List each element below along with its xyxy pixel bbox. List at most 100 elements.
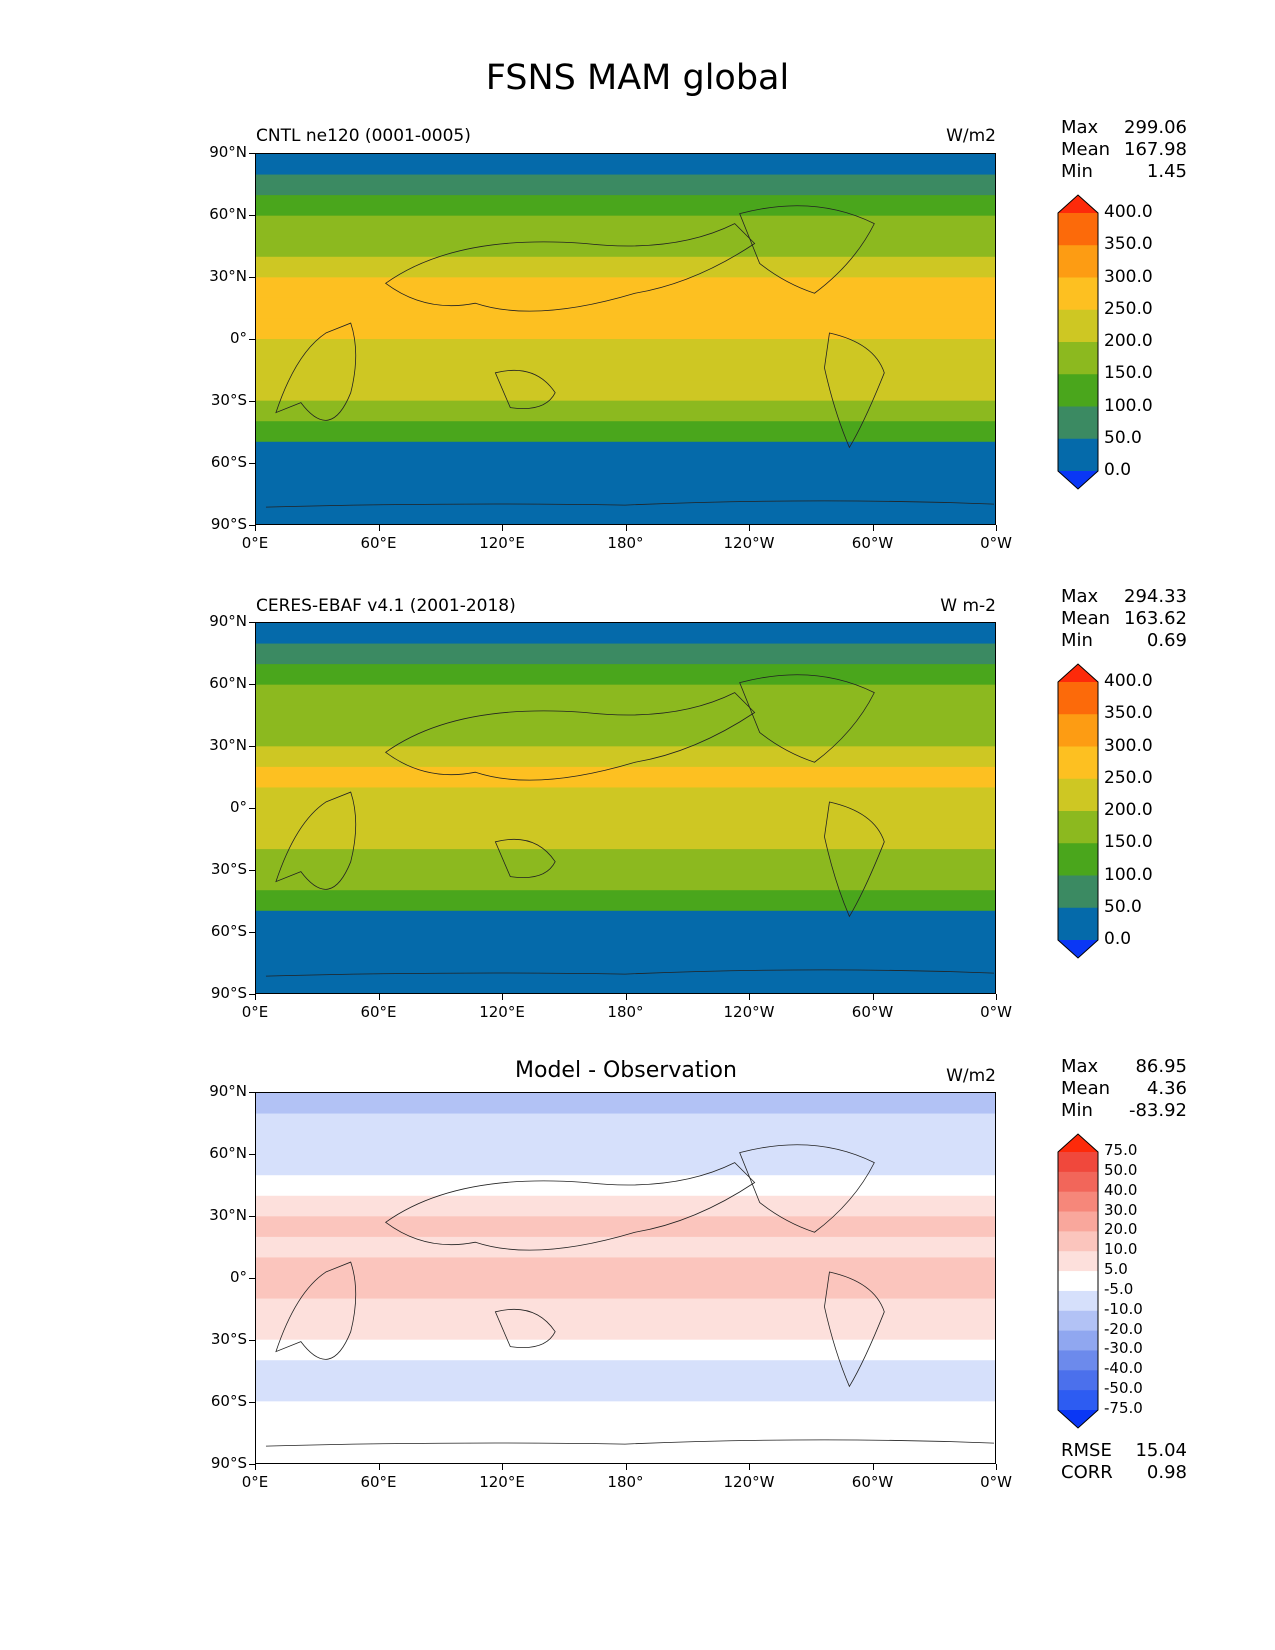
- coastline: [384, 1162, 756, 1251]
- y-tick-mark: [249, 277, 255, 278]
- x-tick-mark: [502, 525, 503, 531]
- colorbar-bin: [1058, 1191, 1098, 1212]
- colorbar-label: -75.0: [1104, 1399, 1143, 1417]
- colorbar-label: 300.0: [1104, 266, 1153, 287]
- colorbar-label: 100.0: [1104, 395, 1153, 416]
- coastline: [824, 1271, 885, 1388]
- y-tick-mark: [249, 153, 255, 154]
- zonal-band: [256, 684, 995, 706]
- zonal-band: [256, 746, 995, 768]
- coastline: [739, 1144, 875, 1233]
- x-tick-label: 120°E: [479, 534, 525, 552]
- coastline: [265, 500, 995, 508]
- colorbar-label: 250.0: [1104, 767, 1153, 788]
- coastline: [494, 1308, 556, 1348]
- y-tick-mark: [249, 401, 255, 402]
- colorbar-label: 300.0: [1104, 735, 1153, 756]
- colorbar-bin: [1058, 1310, 1098, 1332]
- zonal-band: [256, 195, 995, 217]
- colorbar-bin: [1058, 1211, 1098, 1232]
- y-tick-mark: [249, 1340, 255, 1341]
- colorbar-bin: [1058, 277, 1098, 311]
- x-tick-label: 60°W: [851, 534, 894, 552]
- stat-value: 0.69: [1146, 630, 1187, 651]
- coastline: [275, 1261, 357, 1360]
- x-tick-mark: [502, 1464, 503, 1470]
- y-tick-label: 90°N: [209, 1082, 247, 1100]
- rmse-corr-label: CORR: [1061, 1462, 1113, 1483]
- stat-label: Mean: [1061, 139, 1111, 160]
- colorbar-label: -50.0: [1104, 1379, 1143, 1398]
- colorbar-label: 150.0: [1104, 832, 1153, 853]
- x-tick-label: 60°E: [360, 1003, 397, 1021]
- colorbar-bin: [1058, 811, 1098, 844]
- colorbar-bin: [1058, 875, 1098, 909]
- zonal-band: [256, 1134, 995, 1156]
- zonal-band: [256, 297, 995, 319]
- colorbar-bin: [1058, 907, 1098, 941]
- zonal-band: [256, 359, 995, 381]
- colorbar-bin: [1058, 1152, 1098, 1173]
- zonal-band: [256, 441, 995, 524]
- coastline: [384, 223, 756, 312]
- zonal-band: [256, 1195, 995, 1217]
- zonal-band: [256, 318, 995, 340]
- colorbar-outline: [1057, 194, 1099, 490]
- zonal-band: [256, 1278, 995, 1300]
- y-tick-mark: [249, 339, 255, 340]
- y-tick-label: 60°N: [209, 674, 247, 692]
- y-tick-mark: [249, 1278, 255, 1279]
- colorbar-bin: [1058, 1271, 1098, 1292]
- colorbar-label: -5.0: [1104, 1279, 1134, 1298]
- y-tick-mark: [249, 870, 255, 871]
- coastline: [265, 1439, 995, 1447]
- zonal-band: [256, 236, 995, 258]
- x-tick-label: 0°W: [980, 1003, 1012, 1021]
- y-tick-mark: [249, 808, 255, 809]
- colorbar-bin: [1058, 342, 1098, 375]
- stat-value: 163.62: [1124, 608, 1187, 629]
- y-tick-label: 90°N: [209, 612, 247, 630]
- y-tick-mark: [249, 215, 255, 216]
- panel-2-map: [255, 622, 996, 994]
- y-tick-label: 60°S: [210, 453, 247, 471]
- x-tick-mark: [872, 525, 874, 531]
- y-tick-label: 90°S: [210, 984, 247, 1002]
- stat-label: Min: [1061, 161, 1093, 182]
- colorbar-bin: [1058, 1370, 1098, 1391]
- y-tick-mark: [249, 994, 255, 995]
- x-tick-mark: [872, 994, 874, 1000]
- colorbar-label: 400.0: [1104, 671, 1153, 691]
- panel-2-title: CERES-EBAF v4.1 (2001-2018): [256, 596, 516, 616]
- colorbar-label: -20.0: [1104, 1319, 1143, 1338]
- zonal-band: [256, 705, 995, 727]
- x-tick-mark: [872, 1464, 874, 1470]
- colorbar-label: 10.0: [1104, 1240, 1138, 1259]
- coastline: [275, 791, 357, 890]
- x-tick-label: 60°W: [851, 1003, 894, 1021]
- stat-label: Mean: [1061, 608, 1111, 629]
- zonal-band: [256, 828, 995, 850]
- colorbar-bin: [1058, 1350, 1098, 1371]
- zonal-band: [256, 1236, 995, 1258]
- x-tick-label: 0°E: [241, 1473, 269, 1491]
- x-tick-mark: [378, 1464, 380, 1470]
- colorbar-bin: [1058, 213, 1098, 246]
- y-tick-label: 30°S: [210, 860, 247, 878]
- stat-value: 299.06: [1124, 117, 1187, 138]
- x-tick-label: 120°E: [479, 1473, 525, 1491]
- colorbar-bin: [1058, 1171, 1098, 1193]
- y-tick-mark: [249, 1402, 255, 1403]
- zonal-band: [256, 400, 995, 422]
- panel-3-map: [255, 1092, 996, 1464]
- x-tick-label: 120°W: [723, 534, 775, 552]
- colorbar-label: 20.0: [1104, 1220, 1138, 1239]
- x-tick-mark: [255, 994, 256, 1000]
- stat-value: 4.36: [1146, 1078, 1187, 1099]
- y-tick-mark: [249, 1092, 255, 1093]
- colorbar-outline: [1057, 1133, 1099, 1429]
- x-tick-mark: [255, 525, 256, 531]
- colorbar-bin: [1058, 438, 1098, 472]
- colorbar-label: 0.0: [1104, 929, 1132, 949]
- x-tick-mark: [749, 525, 750, 531]
